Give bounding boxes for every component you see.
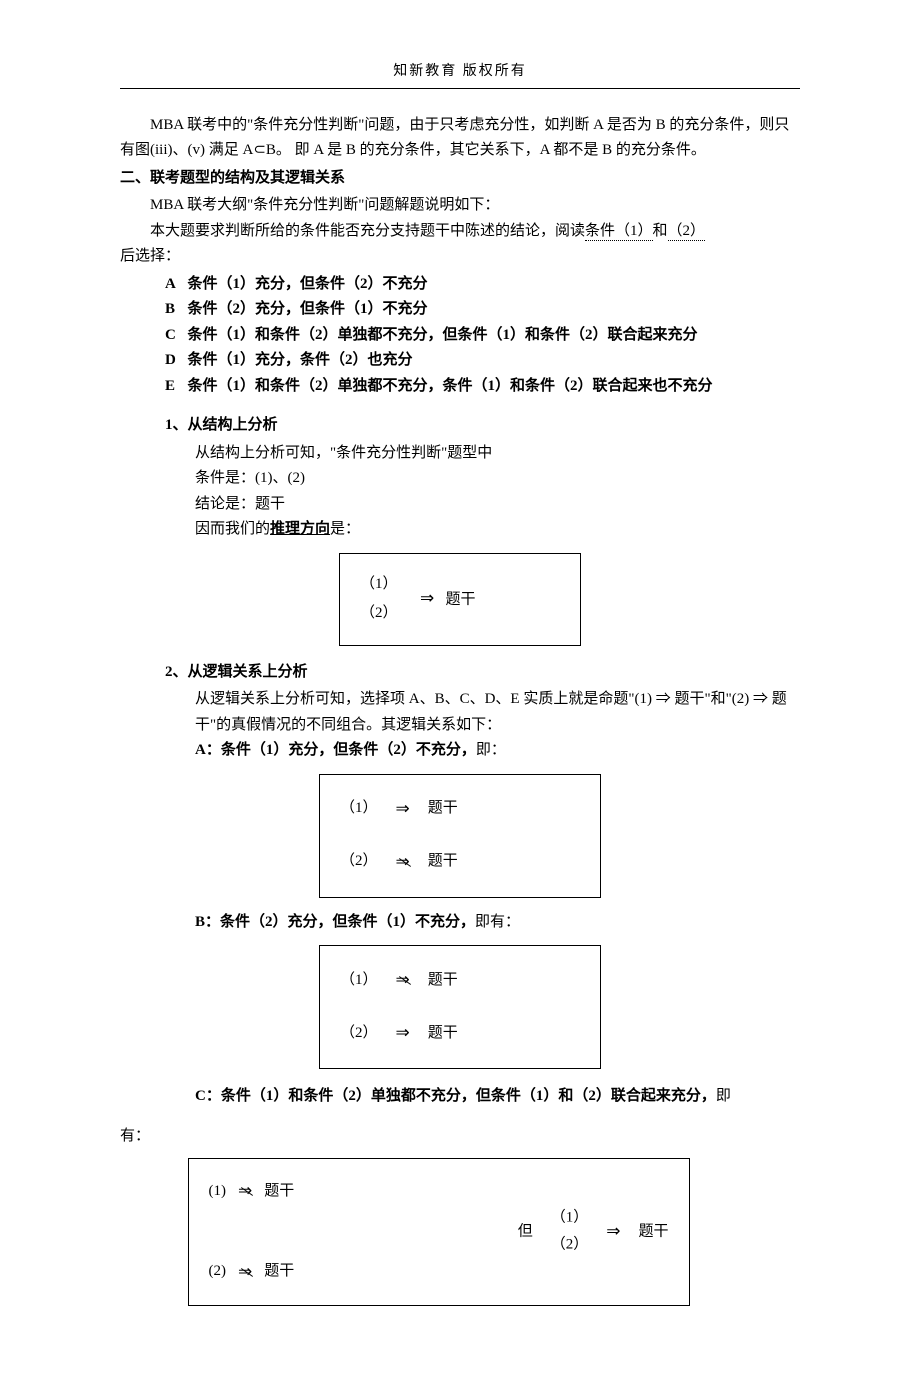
option-d-text: 条件（1）充分，条件（2）也充分 xyxy=(188,352,413,368)
C-left-r1: (1) ⇒ 题干 xyxy=(209,1177,295,1206)
logic-body: 从逻辑关系上分析可知，选择项 A、B、C、D、E 实质上就是命题"(1) ⇒ 题… xyxy=(195,687,800,764)
section-2-p2: 本大题要求判断所给的条件能否充分支持题干中陈述的结论，阅读条件（1）和（2） xyxy=(120,219,800,245)
B-r1-left: （1） xyxy=(340,968,378,994)
logic-C-left: (1) ⇒ 题干 (2) ⇒ 题干 xyxy=(209,1171,295,1293)
logic-A-label-text: A：条件（1）充分，但条件（2）不充分， xyxy=(195,742,476,758)
answer-options: A条件（1）充分，但条件（2）不充分 B条件（2）充分，但条件（1）不充分 C条… xyxy=(165,272,800,400)
option-e-text: 条件（1）和条件（2）单独都不充分，条件（1）和条件（2）联合起来也不充分 xyxy=(188,378,713,394)
B-r1-right: 题干 xyxy=(428,968,458,994)
logic-A-diagram: （1） ⇒ 题干 （2） ⇒ 题干 xyxy=(319,774,601,898)
A-r2-right: 题干 xyxy=(428,849,458,875)
logic-B-diagram: （1） ⇒ 题干 （2） ⇒ 题干 xyxy=(319,945,601,1069)
struct-l4c: 是： xyxy=(330,521,360,537)
struct-diagram: （1） （2） ⇒ 题干 xyxy=(339,553,581,646)
logic-B-label: B：条件（2）充分，但条件（1）不充分，即有： xyxy=(195,910,800,936)
B-r2-left: （2） xyxy=(340,1021,378,1047)
section-2-p1: MBA 联考大纲"条件充分性判断"问题解题说明如下： xyxy=(120,193,800,219)
s2p2-u2: （2） xyxy=(668,223,706,241)
logic-B-wrap: B：条件（2）充分，但条件（1）不充分，即有： xyxy=(195,910,800,936)
struct-diagram-right: ⇒ 题干 xyxy=(420,585,476,614)
logic-A-label: A：条件（1）充分，但条件（2）不充分，即： xyxy=(195,738,800,764)
C-l1-left: (1) xyxy=(209,1179,227,1205)
option-b-label: B xyxy=(165,297,188,323)
struct-heading: 1、从结构上分析 xyxy=(165,413,800,439)
struct-diagram-left: （1） （2） xyxy=(360,568,398,631)
not-implies-icon: ⇒ xyxy=(396,966,410,995)
struct-l4b: 推理方向 xyxy=(270,521,330,537)
A-r1-left: （1） xyxy=(340,796,378,822)
struct-l2: 条件是：(1)、(2) xyxy=(195,466,800,492)
C-l2-left: (2) xyxy=(209,1259,227,1285)
not-implies-icon: ⇒ xyxy=(238,1177,252,1206)
logic-heading: 2、从逻辑关系上分析 xyxy=(165,660,800,686)
page: 知新教育 版权所有 MBA 联考中的"条件充分性判断"问题，由于只考虑充分性，如… xyxy=(0,0,920,1376)
C-c2: （2） xyxy=(551,1233,589,1259)
option-b-text: 条件（2）充分，但条件（1）不充分 xyxy=(188,301,428,317)
A-r1-right: 题干 xyxy=(428,796,458,822)
struct-l4a: 因而我们的 xyxy=(195,521,270,537)
logic-B-row1: （1） ⇒ 题干 xyxy=(340,966,580,995)
intro-paragraph: MBA 联考中的"条件充分性判断"问题，由于只考虑充分性，如判断 A 是否为 B… xyxy=(120,113,800,164)
logic-p1: 从逻辑关系上分析可知，选择项 A、B、C、D、E 实质上就是命题"(1) ⇒ 题… xyxy=(195,687,800,738)
logic-A-row2: （2） ⇒ 题干 xyxy=(340,848,580,877)
C-right-col: （1） （2） xyxy=(551,1203,589,1260)
struct-box-target: 题干 xyxy=(446,592,476,608)
struct-box-c2: （2） xyxy=(360,601,398,627)
implies-icon: ⇒ xyxy=(606,1217,620,1246)
s2p2-u1: 条件（1） xyxy=(585,223,653,241)
logic-C-right: 但 （1） （2） ⇒ 题干 xyxy=(518,1203,669,1260)
not-implies-icon: ⇒ xyxy=(238,1258,252,1287)
option-e: E条件（1）和条件（2）单独都不充分，条件（1）和条件（2）联合起来也不充分 xyxy=(165,374,800,400)
logic-C-tail2: 有： xyxy=(120,1124,800,1150)
C-l2-right: 题干 xyxy=(264,1259,294,1285)
logic-B-label-text: B：条件（2）充分，但条件（1）不充分， xyxy=(195,914,475,930)
not-implies-icon: ⇒ xyxy=(396,848,410,877)
logic-A-tail: 即： xyxy=(476,742,506,758)
struct-body: 从结构上分析可知，"条件充分性判断"题型中 条件是：(1)、(2) 结论是：题干… xyxy=(195,441,800,543)
section-2-heading: 二、联考题型的结构及其逻辑关系 xyxy=(120,166,800,192)
logic-C-tail: 即 xyxy=(716,1088,731,1104)
option-b: B条件（2）充分，但条件（1）不充分 xyxy=(165,297,800,323)
logic-C-label-text: C：条件（1）和条件（2）单独都不充分，但条件（1）和（2）联合起来充分， xyxy=(195,1088,716,1104)
logic-C-diagram: (1) ⇒ 题干 (2) ⇒ 题干 但 （1） （2） ⇒ 题干 xyxy=(188,1158,690,1306)
logic-C-label: C：条件（1）和条件（2）单独都不充分，但条件（1）和（2）联合起来充分，即 xyxy=(195,1084,800,1110)
C-but: 但 xyxy=(518,1219,533,1245)
struct-l4: 因而我们的推理方向是： xyxy=(195,517,800,543)
option-d-label: D xyxy=(165,348,188,374)
option-c-label: C xyxy=(165,323,188,349)
logic-B-tail: 即有： xyxy=(475,914,520,930)
s2p2-a: 本大题要求判断所给的条件能否充分支持题干中陈述的结论，阅读 xyxy=(150,223,585,239)
option-d: D条件（1）充分，条件（2）也充分 xyxy=(165,348,800,374)
option-c: C条件（1）和条件（2）单独都不充分，但条件（1）和条件（2）联合起来充分 xyxy=(165,323,800,349)
C-l1-right: 题干 xyxy=(264,1179,294,1205)
implies-icon: ⇒ xyxy=(420,589,434,608)
option-a-label: A xyxy=(165,272,188,298)
struct-box-c1: （1） xyxy=(360,572,398,598)
section-2-p2b: 后选择： xyxy=(120,244,800,270)
C-left-r2: (2) ⇒ 题干 xyxy=(209,1258,295,1287)
option-e-label: E xyxy=(165,374,188,400)
C-c1: （1） xyxy=(551,1205,589,1231)
implies-icon: ⇒ xyxy=(396,1019,410,1048)
logic-B-row2: （2） ⇒ 题干 xyxy=(340,1019,580,1048)
option-c-text: 条件（1）和条件（2）单独都不充分，但条件（1）和条件（2）联合起来充分 xyxy=(188,327,698,343)
option-a: A条件（1）充分，但条件（2）不充分 xyxy=(165,272,800,298)
C-target: 题干 xyxy=(638,1219,668,1245)
A-r2-left: （2） xyxy=(340,849,378,875)
B-r2-right: 题干 xyxy=(428,1021,458,1047)
option-a-text: 条件（1）充分，但条件（2）不充分 xyxy=(188,276,428,292)
page-header: 知新教育 版权所有 xyxy=(120,60,800,89)
s2p2-mid: 和 xyxy=(653,223,668,239)
implies-icon: ⇒ xyxy=(396,795,410,824)
struct-l1: 从结构上分析可知，"条件充分性判断"题型中 xyxy=(195,441,800,467)
struct-l3: 结论是：题干 xyxy=(195,492,800,518)
logic-A-row1: （1） ⇒ 题干 xyxy=(340,795,580,824)
